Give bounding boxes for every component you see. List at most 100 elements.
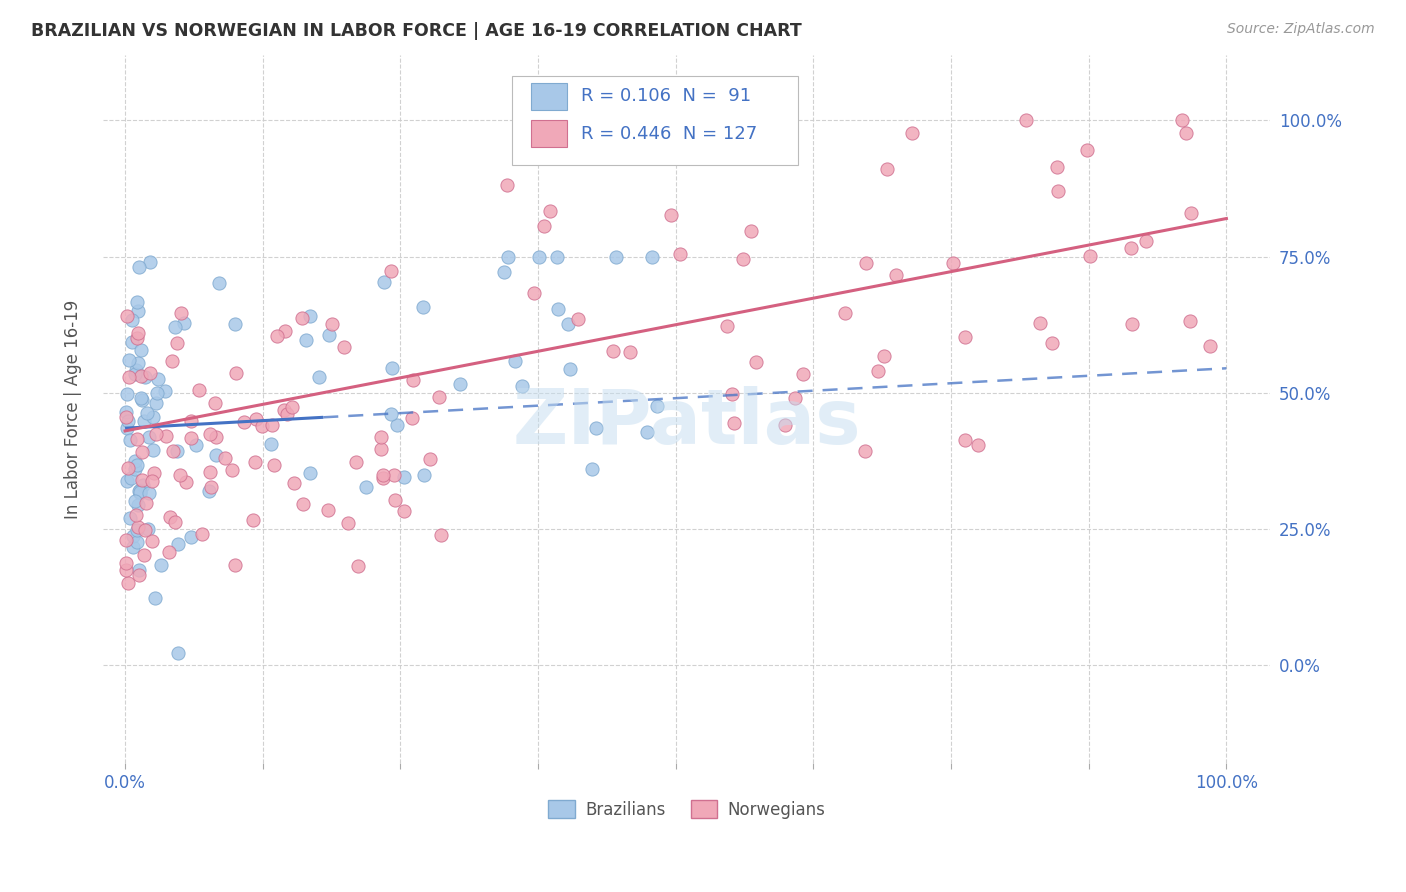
Point [121, 335, 143, 350]
Point [198, 483, 221, 498]
Point [139, 255, 162, 269]
Point [496, 250, 519, 264]
Point [117, 576, 139, 591]
Point [619, 345, 641, 359]
Point [602, 343, 624, 358]
Point [184, 438, 207, 452]
Point [148, 372, 170, 386]
Point [190, 526, 212, 541]
Point [392, 469, 415, 483]
Point [385, 418, 408, 433]
Point [117, 461, 139, 475]
Point [567, 311, 589, 326]
Text: ZIPatlas: ZIPatlas [512, 386, 860, 460]
Point [281, 400, 304, 414]
Point [115, 556, 138, 570]
Point [155, 429, 177, 443]
Point [380, 264, 402, 278]
Point [142, 442, 165, 457]
Point [581, 461, 603, 475]
Point [180, 414, 202, 428]
Point [141, 475, 163, 489]
Point [266, 329, 288, 343]
Point [413, 467, 436, 482]
Point [180, 530, 202, 544]
Point [131, 343, 153, 358]
Point [605, 250, 627, 264]
Point [132, 548, 155, 562]
Text: BRAZILIAN VS NORWEGIAN IN LABOR FORCE | AGE 16-19 CORRELATION CHART: BRAZILIAN VS NORWEGIAN IN LABOR FORCE | … [31, 22, 801, 40]
Y-axis label: In Labor Force | Age 16-19: In Labor Force | Age 16-19 [65, 300, 82, 519]
Point [129, 483, 152, 497]
Point [173, 316, 195, 330]
Point [401, 411, 423, 425]
Point [659, 209, 682, 223]
Point [117, 369, 139, 384]
Point [1121, 317, 1143, 331]
Point [169, 467, 191, 482]
Point [174, 475, 197, 489]
Point [492, 265, 515, 279]
Point [380, 407, 402, 421]
Point [299, 310, 322, 324]
Point [245, 411, 267, 425]
Point [115, 410, 138, 425]
Point [384, 492, 406, 507]
Point [120, 433, 142, 447]
Point [669, 247, 692, 261]
Point [371, 467, 394, 482]
Point [955, 433, 977, 447]
Point [157, 545, 180, 559]
Point [115, 387, 138, 401]
Point [510, 379, 533, 393]
Point [273, 403, 295, 417]
Point [165, 320, 187, 334]
Point [252, 418, 274, 433]
Point [260, 437, 283, 451]
Point [165, 515, 187, 529]
Point [135, 496, 157, 510]
Point [855, 256, 877, 270]
Point [134, 523, 156, 537]
Point [146, 385, 169, 400]
Point [120, 510, 142, 524]
Point [205, 430, 228, 444]
Point [942, 256, 965, 270]
Point [127, 458, 149, 473]
Point [125, 524, 148, 538]
Point [645, 400, 668, 414]
Point [232, 415, 254, 429]
Point [198, 465, 221, 479]
Text: R = 0.446  N = 127: R = 0.446 N = 127 [581, 125, 756, 143]
Point [200, 480, 222, 494]
Point [127, 326, 149, 340]
Point [721, 386, 744, 401]
Point [292, 497, 315, 511]
Point [1015, 113, 1038, 128]
Point [1199, 339, 1222, 353]
Point [557, 318, 579, 332]
Point [205, 448, 228, 462]
Point [373, 276, 395, 290]
Point [224, 558, 246, 572]
Point [299, 467, 322, 481]
Point [127, 499, 149, 513]
Point [153, 384, 176, 398]
Point [1178, 314, 1201, 328]
Point [347, 559, 370, 574]
Point [136, 406, 159, 420]
Point [204, 395, 226, 409]
Point [142, 466, 165, 480]
Point [122, 528, 145, 542]
Point [321, 318, 343, 332]
Point [115, 405, 138, 419]
Point [876, 162, 898, 177]
Point [128, 260, 150, 274]
Point [263, 458, 285, 472]
Point [1040, 335, 1063, 350]
Point [224, 317, 246, 331]
Point [381, 360, 404, 375]
Point [449, 377, 471, 392]
Point [124, 363, 146, 377]
Point [723, 416, 745, 430]
